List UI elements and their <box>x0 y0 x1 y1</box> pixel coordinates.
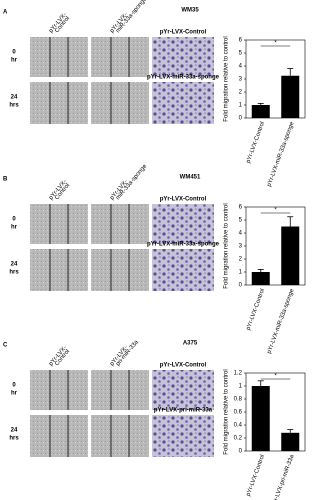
y-tick-label: 0.6 <box>234 410 243 416</box>
micrograph <box>152 37 214 77</box>
row-label: 24 <box>11 262 18 268</box>
y-tick-label: 1 <box>239 103 243 109</box>
scratch-image <box>30 82 88 124</box>
scratch-image <box>30 37 88 77</box>
x-tick-label: pYr-LVX-Control <box>246 454 267 497</box>
y-tick-label: 0 <box>239 116 243 122</box>
scratch-image <box>91 249 149 291</box>
scratch-image <box>91 415 149 457</box>
micrograph <box>152 82 214 124</box>
y-tick-label: 5 <box>239 218 243 224</box>
x-tick-label: pYr-LVX-miR-33a-sponge <box>267 288 296 355</box>
x-tick-label: pYr-LVX-Control <box>246 121 267 164</box>
micrograph <box>152 370 214 410</box>
y-tick-label: 1 <box>239 384 243 390</box>
panel-letter: B <box>3 177 8 183</box>
scratch-image <box>91 37 149 77</box>
micrograph <box>152 415 214 457</box>
y-axis-label: Fold migration relative to control <box>224 203 230 288</box>
micrograph-label: pYr-LVX-pri-miR-33a <box>154 408 213 414</box>
y-tick-label: 4 <box>239 231 243 237</box>
row-label: hrs <box>9 103 19 109</box>
row-label: 0 <box>12 217 16 223</box>
row-label: hrs <box>9 436 19 442</box>
y-tick-label: 0.4 <box>234 423 243 429</box>
bar <box>281 432 300 451</box>
significance-mark: * <box>274 208 277 214</box>
row-label: 24 <box>11 428 18 434</box>
micrograph <box>152 204 214 244</box>
panel-title: A375 <box>183 341 198 347</box>
scratch-image <box>91 82 149 124</box>
y-tick-label: 6 <box>239 38 243 44</box>
bar <box>281 75 300 118</box>
y-tick-label: 5 <box>239 51 243 57</box>
column-header: miR-33a-sponge <box>115 163 149 201</box>
y-tick-label: 0.8 <box>234 397 243 403</box>
panel-letter: C <box>3 343 8 349</box>
row-label: 0 <box>12 383 16 389</box>
y-tick-label: 0 <box>239 283 243 289</box>
y-tick-label: 1 <box>239 270 243 276</box>
micrograph <box>152 249 214 291</box>
scratch-image <box>30 415 88 457</box>
panel-letter: A <box>3 10 8 16</box>
significance-mark: * <box>274 374 277 380</box>
y-tick-label: 6 <box>239 205 243 211</box>
micrograph-label: pYr-LVX-Control <box>160 363 207 369</box>
scratch-image <box>30 370 88 410</box>
micrograph-label: pYr-LVX-miR-33a-sponge <box>147 75 220 81</box>
row-label: hr <box>11 391 18 397</box>
x-tick-label: pYr-LVX-Control <box>246 288 267 331</box>
micrograph-label: pYr-LVX-Control <box>160 197 207 203</box>
row-label: hr <box>11 58 18 64</box>
bar <box>251 386 270 451</box>
y-tick-label: 2 <box>239 257 243 263</box>
panel-title: WM451 <box>180 175 201 181</box>
scratch-image <box>91 370 149 410</box>
x-tick-label: pYr-LVX-pri-miR-33a <box>271 454 296 500</box>
scratch-image <box>30 249 88 291</box>
panel-title: WM35 <box>181 8 199 14</box>
significance-mark: * <box>274 41 277 47</box>
y-tick-label: 3 <box>239 244 243 250</box>
y-tick-label: 4 <box>239 64 243 70</box>
y-tick-label: 3 <box>239 77 243 83</box>
bar <box>251 105 270 118</box>
row-label: 24 <box>11 95 18 101</box>
y-tick-label: 1.2 <box>234 371 243 377</box>
row-label: hrs <box>9 270 19 276</box>
micrograph-label: pYr-LVX-Control <box>160 30 207 36</box>
row-label: hr <box>11 225 18 231</box>
y-tick-label: 2 <box>239 90 243 96</box>
y-axis-label: Fold migration relative to control <box>224 36 230 121</box>
micrograph-label: pYr-LVX-miR-33a-sponge <box>147 242 220 248</box>
row-label: 0 <box>12 50 16 56</box>
bar <box>281 226 300 285</box>
scratch-image <box>30 204 88 244</box>
y-tick-label: 0.2 <box>234 436 243 442</box>
x-tick-label: pYr-LVX-miR-33a-sponge <box>267 121 296 188</box>
bar <box>251 272 270 285</box>
y-tick-label: 0 <box>239 449 243 455</box>
y-axis-label: Fold migration relative to control <box>224 369 230 454</box>
scratch-image <box>91 204 149 244</box>
